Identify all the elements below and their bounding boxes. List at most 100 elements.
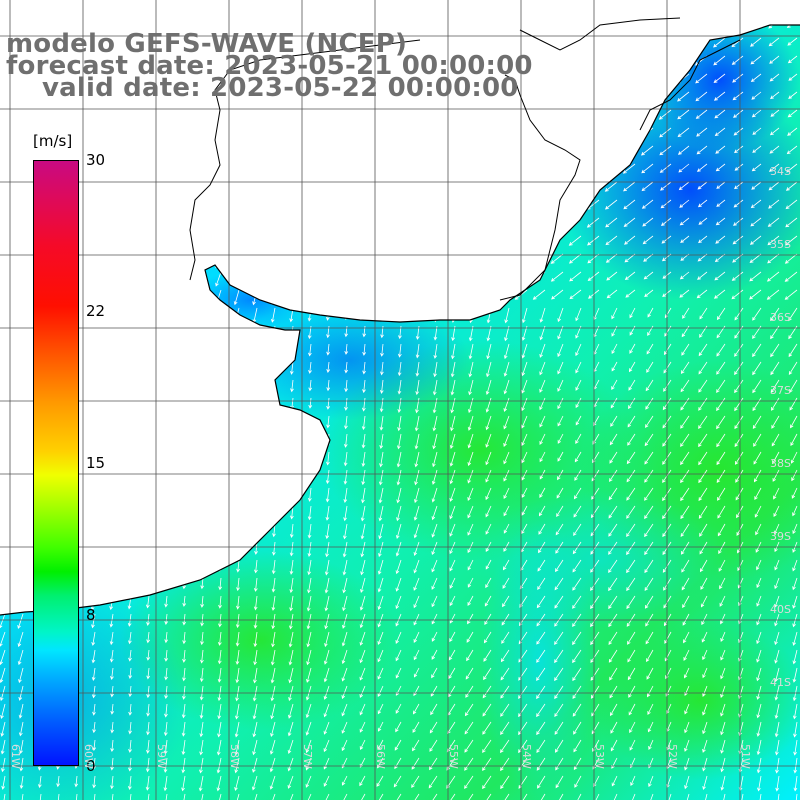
wind-arrow — [629, 721, 636, 734]
wind-arrow — [482, 721, 492, 735]
wind-arrow — [288, 703, 294, 719]
wind-arrow — [536, 757, 546, 771]
wind-arrow — [785, 181, 798, 191]
wind-arrow — [772, 469, 780, 482]
wind-arrow — [270, 703, 276, 720]
wind-arrow — [733, 109, 744, 118]
wind-arrow — [343, 451, 348, 467]
wind-arrow — [643, 271, 654, 280]
wind-arrow — [792, 649, 798, 665]
wind-arrow — [554, 667, 564, 682]
wind-arrow — [575, 343, 582, 357]
wind-arrow — [612, 793, 618, 800]
wind-arrow — [396, 487, 402, 504]
wind-arrow — [767, 217, 780, 227]
wind-arrow — [792, 559, 798, 572]
wind-arrow — [501, 631, 510, 644]
wind-arrow — [660, 181, 672, 191]
lon-label: 57W — [301, 744, 314, 769]
wind-arrow — [306, 631, 312, 648]
wind-arrow — [791, 487, 798, 499]
wind-arrow — [467, 523, 474, 536]
wind-arrow — [271, 595, 276, 611]
colorbar-tick-label: 22 — [86, 302, 106, 320]
wind-arrow — [323, 649, 330, 665]
wind-arrow — [432, 415, 438, 432]
wind-arrow — [536, 721, 546, 736]
wind-arrow — [397, 361, 402, 377]
wind-arrow — [19, 739, 24, 755]
wind-arrow — [572, 559, 582, 573]
wind-arrow — [413, 631, 420, 643]
wind-arrow — [610, 739, 618, 752]
wind-arrow — [198, 793, 204, 800]
wind-arrow — [503, 343, 510, 360]
wind-arrow — [680, 469, 690, 484]
wind-arrow — [715, 163, 726, 172]
wind-arrow — [757, 775, 762, 792]
wind-arrow — [431, 541, 438, 556]
wind-arrow — [269, 757, 276, 773]
wind-arrow — [217, 703, 222, 720]
wind-arrow — [464, 793, 474, 800]
wind-arrow — [608, 631, 618, 646]
colorbar-tick-label: 15 — [86, 454, 106, 472]
wind-arrow — [432, 433, 438, 450]
wind-arrow — [324, 613, 330, 630]
wind-arrow — [757, 793, 762, 800]
wind-arrow — [163, 739, 168, 755]
wind-arrow — [308, 361, 312, 374]
wind-arrow — [539, 433, 546, 445]
wind-arrow — [395, 541, 402, 557]
wind-arrow — [750, 37, 762, 47]
wind-arrow — [110, 757, 114, 771]
wind-arrow — [590, 649, 600, 663]
wind-arrow — [769, 145, 780, 154]
wind-arrow — [695, 109, 708, 119]
wind-arrow — [432, 451, 438, 468]
wind-arrow — [749, 235, 762, 245]
wind-arrow — [17, 649, 24, 666]
wind-arrow — [555, 541, 564, 554]
wind-arrow — [684, 757, 690, 771]
wind-arrow — [734, 145, 744, 154]
wind-arrow — [518, 685, 528, 699]
wind-arrow — [325, 541, 330, 558]
wind-arrow — [146, 613, 150, 626]
wind-arrow — [682, 595, 690, 609]
wind-arrow — [431, 505, 438, 521]
wind-arrow — [362, 361, 366, 375]
wind-arrow — [359, 721, 366, 733]
wind-arrow — [305, 757, 312, 771]
wind-arrow — [323, 757, 330, 770]
wind-arrow — [433, 361, 438, 378]
wind-arrow — [698, 361, 708, 375]
wind-arrow — [557, 343, 564, 358]
wind-arrow — [784, 235, 798, 246]
colorbar-tick-label: 30 — [86, 151, 106, 169]
wind-arrow — [217, 649, 222, 665]
wind-arrow — [413, 523, 420, 539]
wind-arrow — [128, 667, 133, 680]
wind-arrow — [341, 739, 348, 752]
wind-arrow — [557, 379, 564, 392]
wind-arrow — [446, 739, 456, 753]
wind-arrow — [432, 397, 438, 414]
wind-arrow — [504, 325, 510, 342]
wind-arrow — [572, 631, 582, 646]
wind-arrow — [128, 721, 132, 735]
wind-arrow — [467, 613, 474, 625]
wind-arrow — [288, 649, 294, 666]
wind-arrow — [467, 595, 474, 606]
wind-arrow — [756, 577, 762, 589]
wind-arrow — [719, 595, 726, 607]
wind-arrow — [376, 775, 384, 787]
wind-arrow — [714, 109, 726, 119]
wind-arrow — [397, 379, 402, 395]
wind-arrow — [430, 703, 438, 716]
wind-arrow — [503, 397, 510, 412]
wind-arrow — [775, 775, 780, 792]
wind-arrow — [714, 127, 726, 137]
wind-arrow — [684, 775, 690, 790]
